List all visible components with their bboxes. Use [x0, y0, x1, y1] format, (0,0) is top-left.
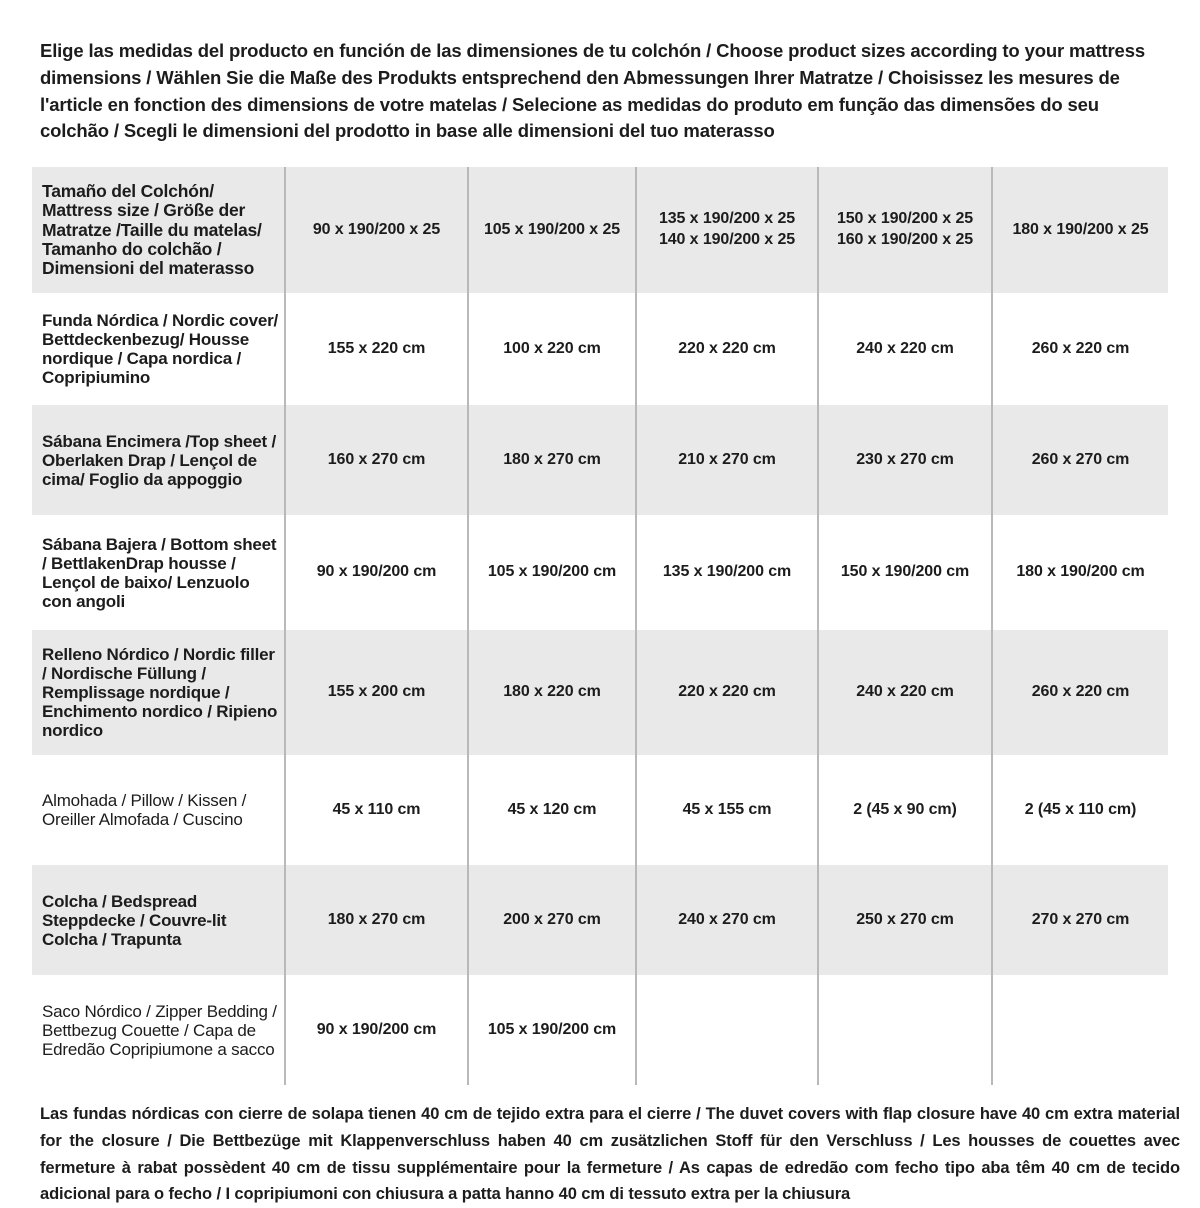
- cell-nordic-filler-c2: 180 x 220 cm: [467, 630, 636, 756]
- header-col-3: 135 x 190/200 x 25 140 x 190/200 x 25: [635, 167, 818, 294]
- cell-top-sheet-c4: 230 x 270 cm: [817, 405, 992, 516]
- cell-bottom-sheet-c5: 180 x 190/200 cm: [991, 515, 1168, 631]
- cell-zipper-bedding-c5: [991, 975, 1168, 1086]
- row-label-bottom-sheet: Sábana Bajera / Bottom sheet / Bettlaken…: [42, 534, 277, 611]
- cell-top-sheet-c5: 260 x 270 cm: [991, 405, 1168, 516]
- header-col-5-line1: 180 x 190/200 x 25: [1012, 220, 1149, 238]
- header-col-1: 90 x 190/200 x 25: [284, 167, 468, 294]
- header-col-5: 180 x 190/200 x 25: [991, 167, 1168, 294]
- cell-zipper-bedding-c2: 105 x 190/200 cm: [467, 975, 636, 1086]
- intro-instruction-text: Elige las medidas del producto en funció…: [40, 40, 1145, 142]
- header-col-4-line1: 150 x 190/200 x 25: [836, 210, 974, 228]
- cell-zipper-bedding-c3: [635, 975, 818, 1086]
- cell-pillow-c1: 45 x 110 cm: [284, 755, 468, 866]
- row-label-top-sheet: Sábana Encimera /Top sheet / Oberlaken D…: [42, 431, 277, 489]
- header-col-3-line1: 135 x 190/200 x 25: [658, 210, 796, 228]
- row-label-zipper-bedding: Saco Nórdico / Zipper Bedding / Bettbezu…: [42, 1001, 277, 1059]
- header-col-4: 150 x 190/200 x 25 160 x 190/200 x 25: [817, 167, 992, 294]
- cell-nordic-cover-c3: 220 x 220 cm: [635, 293, 818, 406]
- cell-zipper-bedding-c4: [817, 975, 992, 1086]
- cell-nordic-filler-c3: 220 x 220 cm: [635, 630, 818, 756]
- cell-pillow-c2: 45 x 120 cm: [467, 755, 636, 866]
- cell-nordic-filler-c5: 260 x 220 cm: [991, 630, 1168, 756]
- cell-nordic-filler-c1: 155 x 200 cm: [284, 630, 468, 756]
- cell-nordic-filler-c4: 240 x 220 cm: [817, 630, 992, 756]
- cell-top-sheet-c1: 160 x 270 cm: [284, 405, 468, 516]
- header-col-2-line1: 105 x 190/200 x 25: [483, 220, 621, 238]
- cell-bedspread-c3: 240 x 270 cm: [635, 865, 818, 976]
- cell-nordic-cover-c2: 100 x 220 cm: [467, 293, 636, 406]
- cell-bedspread-c1: 180 x 270 cm: [284, 865, 468, 976]
- mattress-size-table: Tamaño del Colchón/ Mattress size / Größ…: [32, 167, 1168, 1086]
- cell-bottom-sheet-c2: 105 x 190/200 cm: [467, 515, 636, 631]
- cell-zipper-bedding-c1: 90 x 190/200 cm: [284, 975, 468, 1086]
- table-row-zipper-bedding: Saco Nórdico / Zipper Bedding / Bettbezu…: [32, 975, 1168, 1086]
- cell-bottom-sheet-c4: 150 x 190/200 cm: [817, 515, 992, 631]
- table-row-nordic-cover: Funda Nórdica / Nordic cover/ Bettdecken…: [32, 293, 1168, 406]
- row-label-nordic-filler: Relleno Nórdico / Nordic filler / Nordis…: [42, 645, 278, 741]
- row-label-pillow: Almohada / Pillow / Kissen / Oreiller Al…: [42, 791, 247, 830]
- table-row-bottom-sheet: Sábana Bajera / Bottom sheet / Bettlaken…: [32, 515, 1168, 631]
- table-row-bedspread: Colcha / Bedspread Steppdecke / Couvre-l…: [32, 865, 1168, 976]
- cell-pillow-c4: 2 (45 x 90 cm): [817, 755, 992, 866]
- row-label-nordic-cover: Funda Nórdica / Nordic cover/ Bettdecken…: [42, 311, 279, 388]
- cell-bedspread-c5: 270 x 270 cm: [991, 865, 1168, 976]
- header-col-4-line2: 160 x 190/200 x 25: [836, 231, 974, 249]
- table-row-nordic-filler: Relleno Nórdico / Nordic filler / Nordis…: [32, 630, 1168, 756]
- footer-flap-closure-note: Las fundas nórdicas con cierre de solapa…: [40, 1105, 1180, 1204]
- cell-bedspread-c2: 200 x 270 cm: [467, 865, 636, 976]
- cell-pillow-c3: 45 x 155 cm: [635, 755, 818, 866]
- cell-bottom-sheet-c1: 90 x 190/200 cm: [284, 515, 468, 631]
- cell-top-sheet-c2: 180 x 270 cm: [467, 405, 636, 516]
- cell-nordic-cover-c4: 240 x 220 cm: [817, 293, 992, 406]
- table-row-top-sheet: Sábana Encimera /Top sheet / Oberlaken D…: [32, 405, 1168, 516]
- cell-pillow-c5: 2 (45 x 110 cm): [991, 755, 1168, 866]
- cell-top-sheet-c3: 210 x 270 cm: [635, 405, 818, 516]
- row-label-bedspread: Colcha / Bedspread Steppdecke / Couvre-l…: [42, 891, 227, 949]
- header-col-3-line2: 140 x 190/200 x 25: [658, 231, 796, 249]
- header-col-1-line1: 90 x 190/200 x 25: [312, 220, 441, 238]
- table-header-row: Tamaño del Colchón/ Mattress size / Größ…: [32, 167, 1168, 294]
- header-col-2: 105 x 190/200 x 25: [467, 167, 636, 294]
- cell-bedspread-c4: 250 x 270 cm: [817, 865, 992, 976]
- cell-nordic-cover-c5: 260 x 220 cm: [991, 293, 1168, 406]
- cell-bottom-sheet-c3: 135 x 190/200 cm: [635, 515, 818, 631]
- cell-nordic-cover-c1: 155 x 220 cm: [284, 293, 468, 406]
- header-label-mattress-size: Tamaño del Colchón/ Mattress size / Größ…: [42, 181, 262, 279]
- table-row-pillow: Almohada / Pillow / Kissen / Oreiller Al…: [32, 755, 1168, 866]
